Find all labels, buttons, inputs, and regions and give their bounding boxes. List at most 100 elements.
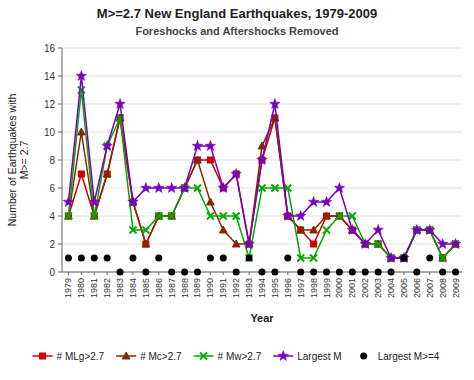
x-tick-label: 2006: [412, 278, 422, 298]
point: [117, 269, 124, 276]
series: [65, 255, 459, 276]
point: [141, 183, 151, 193]
y-tick-label: 16: [44, 43, 56, 54]
point: [257, 155, 267, 165]
x-tick: [81, 272, 82, 275]
x-tick-label: 2007: [425, 278, 435, 298]
legend-marker: [122, 352, 130, 359]
point: [194, 269, 201, 276]
point: [102, 141, 112, 151]
x-tick-label: 1998: [309, 278, 319, 298]
point: [349, 269, 356, 276]
legend-item: Largest M: [273, 351, 341, 362]
point: [426, 255, 433, 262]
point: [362, 269, 369, 276]
y-tick: [58, 188, 62, 189]
point: [388, 269, 395, 276]
point: [233, 213, 240, 220]
point: [207, 198, 215, 205]
x-tick-label: 1984: [128, 278, 138, 298]
chart: M>=2.7 New England Earthquakes, 1979-200…: [0, 0, 474, 380]
point: [259, 185, 266, 192]
x-tick-label: 1992: [231, 278, 241, 298]
point: [297, 226, 305, 233]
point: [295, 211, 305, 221]
point: [270, 99, 280, 109]
legend: # MLg>2.7 # Mc>2.7 # Mw>2.7 Largest M Larges…: [33, 351, 440, 362]
point: [450, 239, 460, 249]
point: [347, 225, 357, 235]
grid-line: [62, 244, 462, 245]
point: [360, 239, 370, 249]
point: [375, 269, 382, 276]
series: [65, 87, 459, 262]
x-tick-label: 1990: [205, 278, 215, 298]
point: [400, 254, 408, 261]
x-tick-label: 2002: [360, 278, 370, 298]
point: [233, 269, 240, 276]
x-tick-label: 1985: [141, 278, 151, 298]
point: [194, 185, 201, 192]
x-tick-label: 1989: [192, 278, 202, 298]
point: [437, 239, 447, 249]
title: M>=2.7 New England Earthquakes, 1979-200…: [97, 6, 377, 21]
point: [375, 241, 382, 248]
y-tick-label: 12: [44, 99, 56, 110]
legend-marker: [200, 353, 207, 360]
x-tick-label: 2000: [334, 278, 344, 298]
y-tick: [58, 160, 62, 161]
point: [308, 197, 318, 207]
x-tick-label: 2004: [386, 278, 396, 298]
grid-line: [62, 216, 462, 217]
y-tick: [58, 272, 62, 273]
y-axis: [62, 48, 63, 272]
x-tick-label: 1999: [322, 278, 332, 298]
x-tick-label: 1987: [167, 278, 177, 298]
point: [194, 157, 200, 163]
legend-item: # MLg>2.7: [33, 351, 105, 362]
point: [142, 269, 149, 276]
x-tick-label: 1993: [244, 278, 254, 298]
point: [179, 183, 189, 193]
point: [76, 71, 86, 81]
point: [142, 227, 149, 234]
x-tick: [158, 272, 159, 275]
x-tick-label: 1979: [63, 278, 73, 298]
point: [168, 213, 175, 220]
point: [284, 255, 291, 262]
series-line: [68, 90, 455, 258]
x-tick: [429, 272, 430, 275]
point: [232, 240, 240, 247]
point: [297, 269, 304, 276]
legend-label: # Mw>2.7: [218, 351, 262, 362]
point: [142, 240, 150, 247]
series-line: [68, 118, 455, 258]
point: [244, 239, 254, 249]
legend-item: # Mc>2.7: [116, 351, 182, 362]
point: [78, 255, 85, 262]
point: [89, 197, 99, 207]
x-tick-label: 1991: [218, 278, 228, 298]
y-axis-label: Number of Earthquakes withM>= 2.7: [6, 94, 30, 227]
x-tick: [68, 272, 69, 275]
y-tick-label: 14: [44, 71, 56, 82]
point: [439, 255, 446, 262]
legend-item: Largest M>=4: [360, 351, 440, 362]
x-tick: [132, 272, 133, 275]
x-tick-label: 1994: [257, 278, 267, 298]
point: [425, 225, 435, 235]
point: [143, 241, 149, 247]
point: [336, 269, 343, 276]
y-tick: [58, 132, 62, 133]
x-tick-label: 2001: [347, 278, 357, 298]
point: [321, 197, 331, 207]
point: [439, 269, 446, 276]
point: [412, 225, 422, 235]
point: [207, 213, 214, 220]
y-tick-label: 2: [49, 239, 55, 250]
legend-item: # Mw>2.7: [194, 351, 262, 362]
point: [104, 255, 111, 262]
point: [155, 255, 162, 262]
legend-marker: [40, 353, 46, 359]
point: [103, 170, 111, 177]
